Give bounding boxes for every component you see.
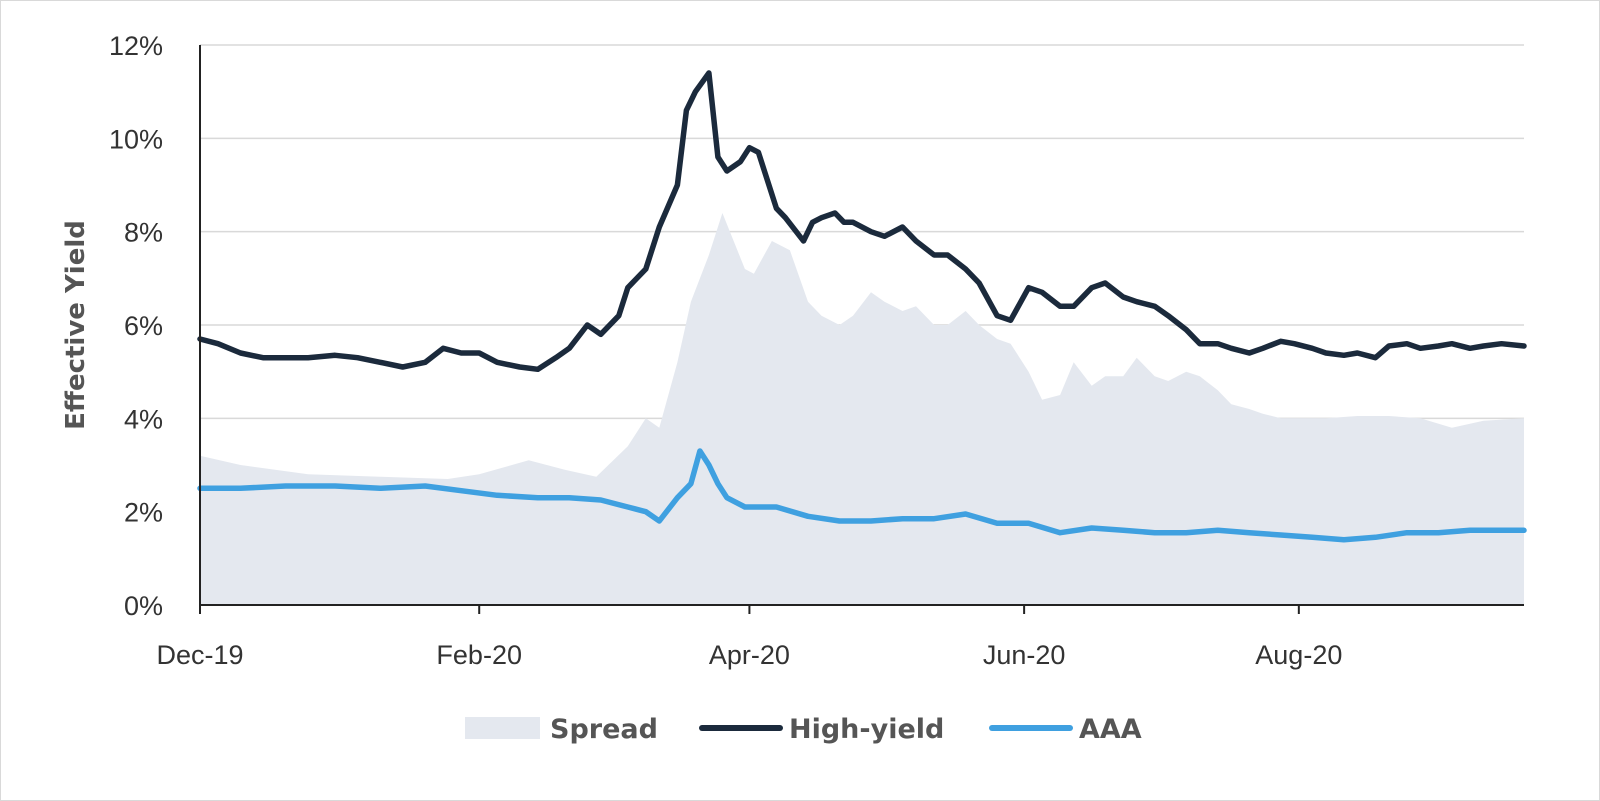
legend-label-aaa: AAA [1079, 714, 1142, 745]
y-tick-label: 8% [124, 218, 163, 248]
y-tick-label: 2% [124, 498, 163, 528]
aaa-line [197, 448, 1527, 543]
y-tick-labels: 0% 2% 4% 6% 8% 10% 12% [109, 31, 163, 621]
axes [199, 45, 1524, 614]
legend-swatch-spread [465, 717, 540, 739]
y-tick-label: 4% [124, 404, 163, 434]
x-tick-label: Jun-20 [983, 640, 1066, 670]
legend-label-spread: Spread [550, 714, 658, 745]
spread-area-layer [200, 213, 1524, 605]
y-tick-label: 12% [109, 31, 163, 61]
x-tick-label: Apr-20 [709, 640, 790, 670]
x-tick-label: Feb-20 [436, 640, 522, 670]
x-tick-labels: Dec-19 Feb-20 Apr-20 Jun-20 Aug-20 [156, 640, 1342, 670]
x-tick-label: Dec-19 [156, 640, 243, 670]
spread-area [200, 213, 1524, 605]
y-tick-label: 0% [124, 591, 163, 621]
x-tick-label: Aug-20 [1255, 640, 1342, 670]
y-axis-title: Effective Yield [61, 220, 91, 430]
y-tick-label: 10% [109, 124, 163, 154]
legend-label-high-yield: High-yield [789, 714, 944, 745]
series-lines-layer [197, 70, 1527, 543]
y-tick-label: 6% [124, 311, 163, 341]
high-yield-line [197, 70, 1527, 373]
legend: Spread High-yield AAA [465, 714, 1142, 745]
